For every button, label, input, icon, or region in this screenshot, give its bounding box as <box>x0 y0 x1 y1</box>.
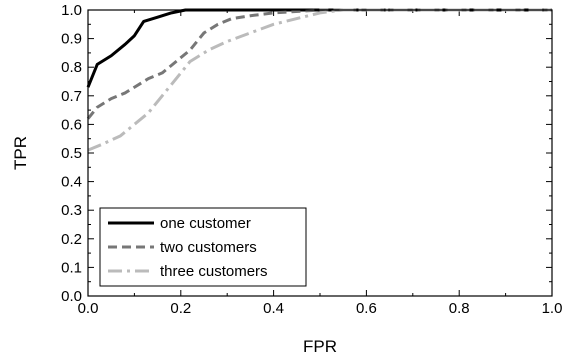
series-line-three-customers <box>87 8 552 152</box>
series-line-one-customer <box>86 8 552 88</box>
legend: one customer two customers three customers <box>99 207 307 287</box>
x-tick-label: 0.6 <box>356 300 377 317</box>
plot-frame <box>87 9 553 297</box>
y-tick-label: 0.5 <box>61 145 82 162</box>
x-tick-label: 0.4 <box>263 300 284 317</box>
y-tick-label: 0.6 <box>61 116 82 133</box>
series-lines <box>86 8 552 152</box>
x-tick-label: 1.0 <box>542 300 563 317</box>
x-axis-title: FPR <box>303 337 337 356</box>
y-tick-label: 0.8 <box>61 59 82 76</box>
legend-items: one customer two customers three customers <box>108 215 268 280</box>
legend-label: one customer <box>160 215 251 232</box>
y-axis-title: TPR <box>11 136 30 170</box>
y-tick-label: 0.2 <box>61 231 82 248</box>
tick-labels: 0.0 0.2 0.4 0.6 0.8 1.0 0.0 0.1 0.2 0.3 0.4 0.5 0.6 0… <box>61 2 562 317</box>
y-tick-label: 0.0 <box>61 288 82 305</box>
y-tick-label: 1.0 <box>61 2 82 19</box>
x-tick-label: 0.2 <box>170 300 191 317</box>
y-tick-label: 0.9 <box>61 31 82 48</box>
x-tick-label: 0.8 <box>449 300 470 317</box>
x-tick-label: 0.0 <box>78 300 99 317</box>
legend-box <box>99 207 307 287</box>
legend-label: three customers <box>160 263 268 280</box>
y-tick-label: 0.7 <box>61 88 82 105</box>
y-tick-label: 0.4 <box>61 174 82 191</box>
legend-label: two customers <box>160 239 257 256</box>
y-tick-label: 0.1 <box>61 259 82 276</box>
y-tick-label: 0.3 <box>61 202 82 219</box>
